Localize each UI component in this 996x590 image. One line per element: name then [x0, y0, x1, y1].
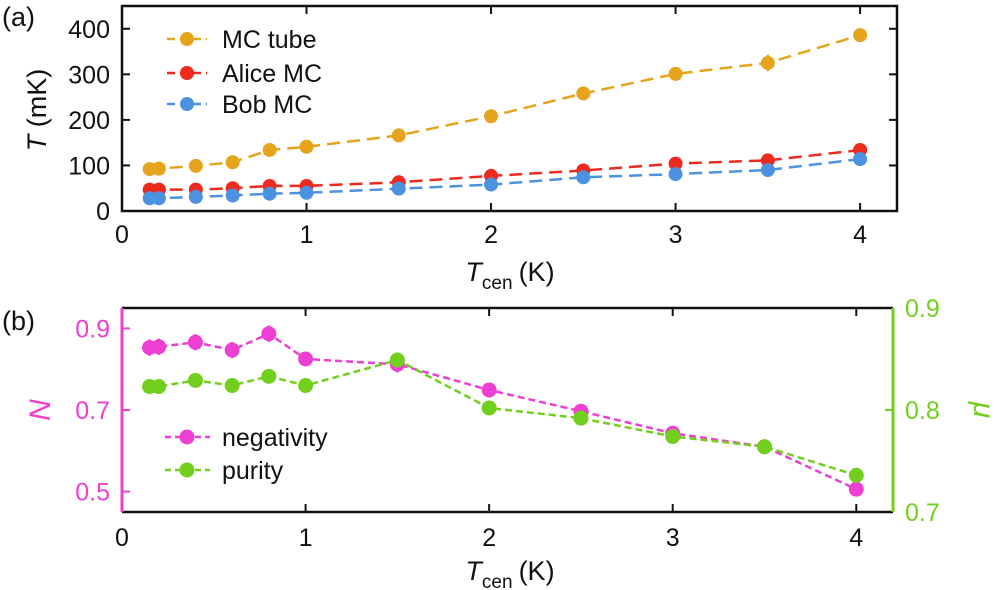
left-y-tick-label: 0.5: [75, 479, 110, 507]
legend-label: Bob MC: [222, 91, 312, 119]
legend-label: purity: [222, 457, 284, 485]
right-y-tick-label: 0.7: [905, 499, 940, 527]
series-b1-point: [665, 429, 681, 445]
series-a2-point: [188, 189, 203, 204]
y-tick-label: 100: [68, 152, 110, 180]
panel-b-x-label: Tcen (K): [465, 556, 554, 590]
series-a1-point: [760, 153, 775, 168]
right-y-tick-label: 0.9: [905, 295, 940, 323]
y-tick-label: 200: [68, 107, 110, 135]
series-a2-point: [760, 163, 775, 177]
series-a2-point: [299, 185, 314, 200]
series-a0-point: [188, 158, 203, 173]
series-b1-point: [848, 467, 864, 483]
series-b1-point: [187, 372, 203, 388]
x-tick-label: 3: [669, 221, 683, 249]
series-a2-point: [151, 191, 166, 206]
panel-a-ticks: 0 1 2 3 4 0 100 200 300 400: [68, 6, 897, 249]
left-y-tick-label: 0.9: [75, 315, 110, 343]
panel-b-right-y-label: μ: [967, 401, 996, 418]
panel-b-legend: negativity purity: [165, 424, 328, 485]
x-tick-label: 2: [482, 524, 496, 552]
series-a2-point: [225, 188, 240, 203]
series-a0-point: [262, 142, 277, 157]
series-a0-point: [576, 86, 591, 101]
legend-marker: [180, 32, 194, 46]
series-b0-point: [848, 481, 864, 497]
series-a0-point: [225, 155, 240, 170]
panel-a-legend: MC tube Alice MC Bob MC: [167, 26, 322, 119]
series-b1-point: [573, 410, 589, 426]
series-a0-point: [853, 28, 868, 43]
series-b1-point: [481, 400, 497, 416]
y-tick-label: 300: [68, 61, 110, 89]
series-b0-point: [298, 351, 314, 367]
series-b0-point: [261, 326, 277, 342]
legend-label: MC tube: [222, 26, 316, 54]
x-tick-label: 1: [300, 221, 314, 249]
series-a2-point: [853, 152, 868, 167]
series-a0-point: [151, 161, 166, 176]
panel-b-series: [142, 325, 864, 497]
series-b1-point: [757, 439, 772, 455]
x-tick-label: 0: [115, 221, 129, 249]
series-b0-line: [149, 332, 857, 491]
panel-b: (b) 0 1 2 3 4 0.5 0.7 0.9 0.7 0.8 0.9 negativity pu…: [2, 295, 996, 590]
legend-marker: [180, 66, 194, 80]
series-a2-point: [668, 167, 683, 182]
series-a2-line: [149, 157, 861, 200]
x-tick-label: 4: [853, 221, 867, 249]
series-b1-point: [151, 379, 167, 395]
series-a1-point: [668, 156, 683, 171]
series-a0-point: [299, 139, 314, 154]
series-a0-point: [391, 128, 406, 143]
legend-marker: [179, 429, 195, 445]
panel-b-label: (b): [2, 306, 35, 336]
x-tick-label: 2: [484, 221, 498, 249]
series-b0-point: [224, 342, 240, 358]
series-b1-point: [298, 378, 314, 394]
series-b1-point: [224, 378, 240, 394]
panel-a: (a) 0 1 2 3 4 0 100 200 300 400 MC tube Alice MC Bo…: [2, 2, 899, 294]
series-b1-point: [261, 368, 277, 384]
legend-marker: [179, 462, 195, 478]
panel-b-left-y-label: N: [24, 399, 57, 421]
series-b1-point: [389, 352, 405, 368]
series-b0-point: [151, 339, 167, 355]
left-y-tick-label: 0.7: [75, 397, 110, 425]
y-tick-label: 0: [96, 198, 110, 226]
series-a2-point: [391, 181, 406, 196]
right-y-tick-label: 0.8: [905, 397, 940, 425]
x-tick-label: 3: [666, 524, 680, 552]
panel-a-label: (a): [2, 2, 35, 32]
legend-label: Alice MC: [222, 60, 322, 88]
panel-a-y-label: T (mK): [22, 69, 52, 152]
series-a0-point: [484, 109, 499, 124]
panel-a-frame: [120, 4, 899, 213]
x-tick-label: 1: [299, 524, 313, 552]
x-tick-label: 0: [115, 524, 129, 552]
panel-a-series: [142, 28, 868, 206]
series-a0-point: [760, 55, 775, 70]
series-a0-point: [668, 66, 683, 81]
series-a2-point: [576, 170, 591, 185]
series-a2-point: [262, 186, 277, 201]
y-tick-label: 400: [68, 16, 110, 44]
panel-a-x-label: Tcen (K): [465, 257, 554, 294]
series-a2-point: [484, 177, 499, 192]
series-a1-line: [149, 148, 861, 191]
panel-b-ticks: 0 1 2 3 4 0.5 0.7 0.9 0.7 0.8 0.9: [75, 295, 940, 552]
series-b0-point: [481, 382, 497, 398]
legend-marker: [180, 97, 194, 111]
series-b0-point: [187, 334, 203, 350]
x-tick-label: 4: [849, 524, 863, 552]
legend-label: negativity: [222, 424, 328, 452]
